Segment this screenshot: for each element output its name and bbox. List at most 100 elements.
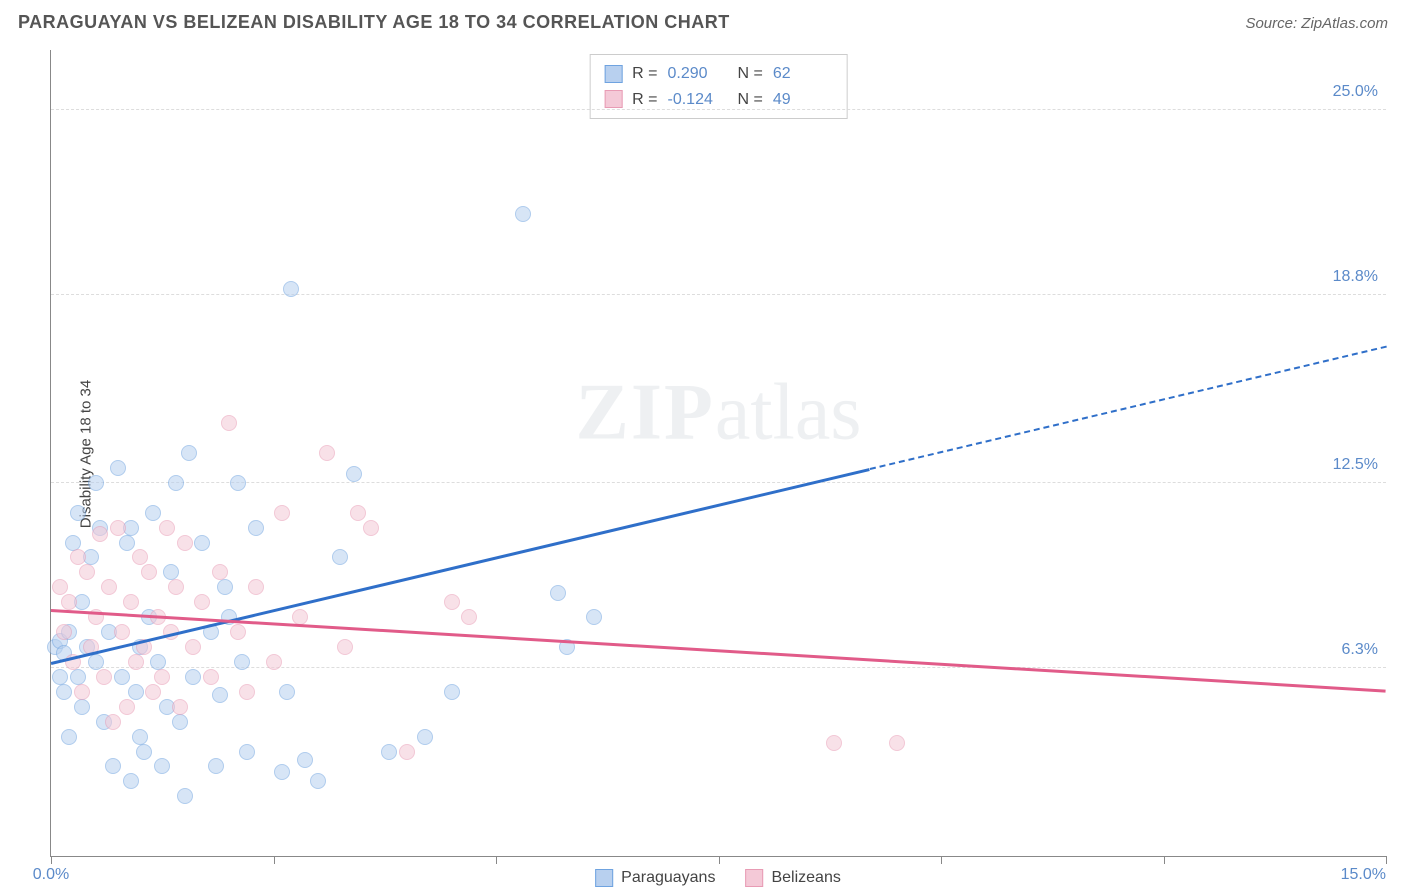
data-point bbox=[550, 585, 566, 601]
data-point bbox=[168, 475, 184, 491]
data-point bbox=[230, 475, 246, 491]
data-point bbox=[283, 281, 299, 297]
data-point bbox=[56, 624, 72, 640]
gridline-h bbox=[51, 482, 1386, 483]
data-point bbox=[168, 579, 184, 595]
data-point bbox=[185, 669, 201, 685]
legend-item: Belizeans bbox=[745, 869, 840, 887]
data-point bbox=[194, 535, 210, 551]
data-point bbox=[52, 669, 68, 685]
data-point bbox=[350, 505, 366, 521]
data-point bbox=[159, 520, 175, 536]
legend-swatch bbox=[604, 90, 622, 108]
data-point bbox=[266, 654, 282, 670]
data-point bbox=[172, 699, 188, 715]
data-point bbox=[132, 729, 148, 745]
y-tick-label: 12.5% bbox=[1333, 456, 1378, 474]
x-tick-label: 0.0% bbox=[33, 866, 69, 884]
x-tick bbox=[274, 856, 275, 864]
data-point bbox=[128, 684, 144, 700]
chart-title: PARAGUAYAN VS BELIZEAN DISABILITY AGE 18… bbox=[18, 12, 730, 33]
data-point bbox=[177, 788, 193, 804]
data-point bbox=[177, 535, 193, 551]
data-point bbox=[114, 624, 130, 640]
data-point bbox=[586, 609, 602, 625]
data-point bbox=[105, 714, 121, 730]
gridline-h bbox=[51, 109, 1386, 110]
data-point bbox=[92, 526, 108, 542]
data-point bbox=[172, 714, 188, 730]
data-point bbox=[96, 669, 112, 685]
gridline-h bbox=[51, 294, 1386, 295]
data-point bbox=[461, 609, 477, 625]
data-point bbox=[79, 564, 95, 580]
data-point bbox=[119, 535, 135, 551]
gridline-h bbox=[51, 667, 1386, 668]
data-point bbox=[381, 744, 397, 760]
y-tick-label: 6.3% bbox=[1342, 641, 1378, 659]
watermark: ZIPatlas bbox=[576, 367, 862, 458]
data-point bbox=[274, 505, 290, 521]
data-point bbox=[145, 684, 161, 700]
plot-region: ZIPatlas R = 0.290N = 62R = -0.124N = 49… bbox=[50, 50, 1386, 857]
data-point bbox=[74, 699, 90, 715]
data-point bbox=[74, 684, 90, 700]
data-point bbox=[88, 654, 104, 670]
x-tick-label: 15.0% bbox=[1341, 866, 1386, 884]
data-point bbox=[150, 654, 166, 670]
data-point bbox=[217, 579, 233, 595]
data-point bbox=[185, 639, 201, 655]
data-point bbox=[319, 445, 335, 461]
x-tick bbox=[1386, 856, 1387, 864]
x-tick bbox=[496, 856, 497, 864]
data-point bbox=[61, 729, 77, 745]
legend-item: Paraguayans bbox=[595, 869, 715, 887]
data-point bbox=[70, 669, 86, 685]
data-point bbox=[61, 594, 77, 610]
data-point bbox=[136, 744, 152, 760]
data-point bbox=[110, 460, 126, 476]
data-point bbox=[889, 735, 905, 751]
data-point bbox=[114, 669, 130, 685]
data-point bbox=[444, 594, 460, 610]
data-point bbox=[279, 684, 295, 700]
data-point bbox=[123, 594, 139, 610]
data-point bbox=[310, 773, 326, 789]
legend-swatch bbox=[595, 869, 613, 887]
data-point bbox=[212, 687, 228, 703]
data-point bbox=[88, 475, 104, 491]
data-point bbox=[248, 520, 264, 536]
x-tick bbox=[719, 856, 720, 864]
data-point bbox=[221, 415, 237, 431]
data-point bbox=[212, 564, 228, 580]
data-point bbox=[181, 445, 197, 461]
data-point bbox=[101, 579, 117, 595]
data-point bbox=[417, 729, 433, 745]
data-point bbox=[52, 579, 68, 595]
data-point bbox=[163, 564, 179, 580]
data-point bbox=[119, 699, 135, 715]
data-point bbox=[826, 735, 842, 751]
data-point bbox=[56, 684, 72, 700]
data-point bbox=[132, 549, 148, 565]
data-point bbox=[239, 744, 255, 760]
legend-swatch bbox=[745, 869, 763, 887]
data-point bbox=[297, 752, 313, 768]
data-point bbox=[208, 758, 224, 774]
data-point bbox=[248, 579, 264, 595]
data-point bbox=[123, 773, 139, 789]
data-point bbox=[154, 669, 170, 685]
data-point bbox=[65, 535, 81, 551]
data-point bbox=[515, 206, 531, 222]
x-tick bbox=[51, 856, 52, 864]
data-point bbox=[444, 684, 460, 700]
data-point bbox=[346, 466, 362, 482]
data-point bbox=[332, 549, 348, 565]
data-point bbox=[154, 758, 170, 774]
trend-line bbox=[870, 346, 1387, 471]
data-point bbox=[70, 549, 86, 565]
legend-row: R = 0.290N = 62 bbox=[604, 61, 833, 87]
data-point bbox=[337, 639, 353, 655]
data-point bbox=[105, 758, 121, 774]
data-point bbox=[274, 764, 290, 780]
